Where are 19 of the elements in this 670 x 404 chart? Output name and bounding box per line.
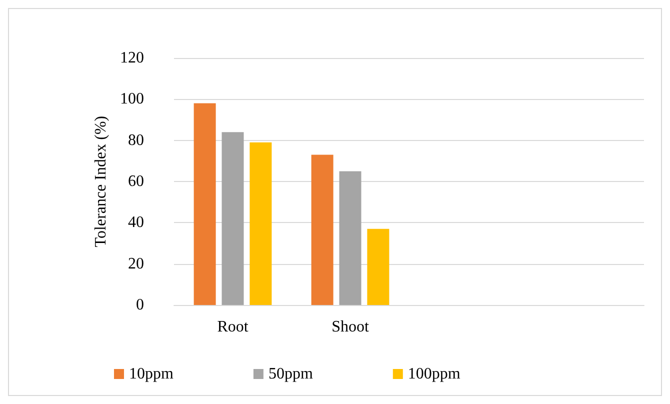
y-tick-label: 100 bbox=[120, 90, 144, 108]
x-tick-label: Root bbox=[217, 318, 249, 336]
y-tick-label: 120 bbox=[120, 50, 144, 66]
bar bbox=[222, 132, 244, 305]
legend-label: 100ppm bbox=[408, 366, 461, 382]
y-tick-label: 20 bbox=[128, 255, 144, 272]
bar bbox=[367, 228, 390, 305]
x-tick-label: Shoot bbox=[332, 318, 370, 336]
y-tick-label: 60 bbox=[128, 173, 144, 190]
y-tick-label: 0 bbox=[136, 296, 144, 314]
bar bbox=[311, 154, 334, 305]
bar bbox=[339, 171, 362, 305]
bar bbox=[250, 142, 272, 305]
y-axis-title: Tolerance Index (%) bbox=[92, 116, 110, 248]
legend-label: 10ppm bbox=[129, 366, 174, 382]
y-tick-label: 40 bbox=[128, 214, 144, 232]
legend-label: 50ppm bbox=[268, 366, 314, 382]
bar bbox=[194, 103, 216, 305]
y-tick-label: 80 bbox=[128, 132, 144, 149]
